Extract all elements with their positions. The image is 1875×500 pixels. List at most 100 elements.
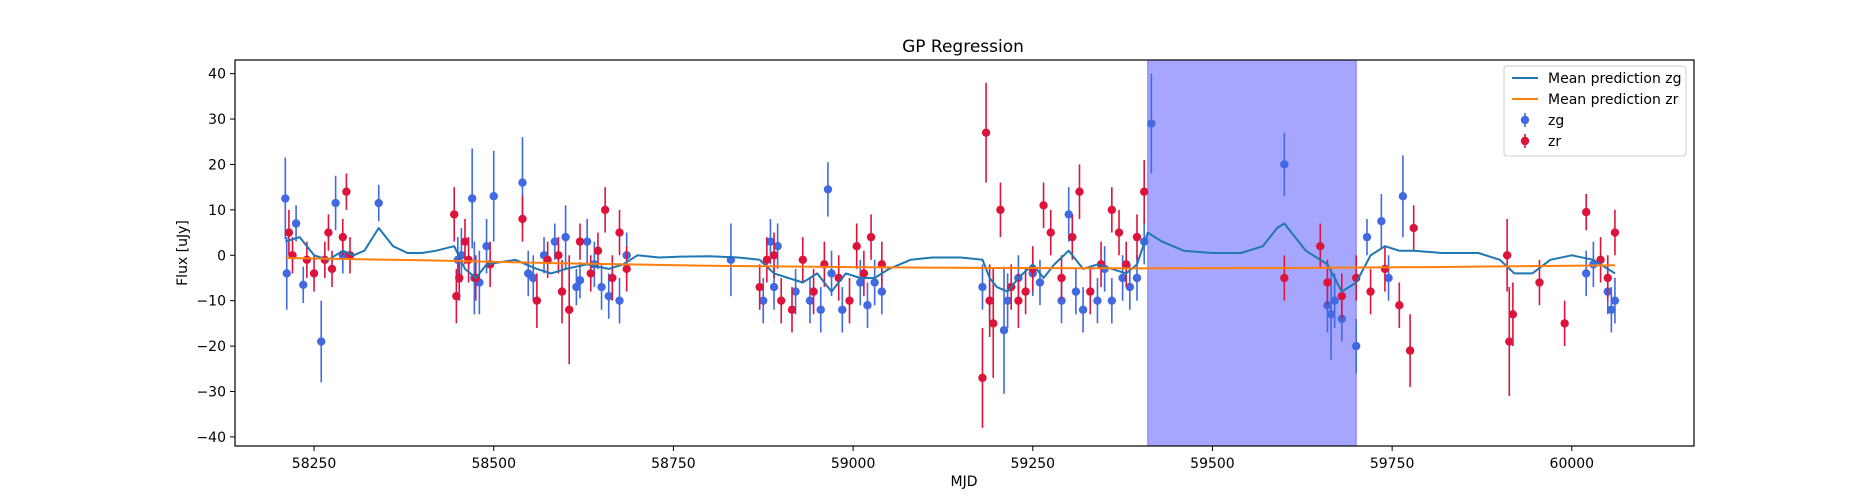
data-point (1603, 273, 1612, 283)
data-point (1610, 228, 1620, 237)
data-point (1280, 160, 1289, 169)
data-point (1086, 287, 1095, 296)
data-point (615, 228, 624, 237)
data-point (604, 291, 613, 301)
data-point (1380, 264, 1390, 274)
data-point (1405, 346, 1415, 355)
y-tick-label: 40 (208, 67, 226, 83)
data-point (999, 326, 1009, 335)
series-zr-points (284, 82, 1620, 428)
data-point (1118, 273, 1127, 283)
data-point (1505, 337, 1514, 346)
data-point (586, 269, 595, 278)
data-point (299, 280, 308, 289)
y-axis-label: Flux [uJy] (175, 220, 191, 286)
data-point (489, 192, 498, 201)
data-point (989, 319, 998, 328)
data-point (759, 296, 768, 305)
data-point (518, 178, 527, 187)
data-point (1362, 232, 1372, 242)
highlight-span (1147, 60, 1357, 446)
data-point (572, 282, 581, 292)
data-point (575, 276, 585, 285)
data-point (762, 255, 772, 265)
data-point (1610, 296, 1620, 305)
data-point (856, 278, 865, 287)
data-point (374, 198, 383, 208)
data-point (550, 237, 560, 246)
data-point (529, 273, 538, 283)
data-point (1046, 228, 1055, 237)
data-point (827, 269, 836, 278)
data-point (1581, 207, 1591, 217)
data-point (978, 373, 987, 383)
data-point (1280, 273, 1289, 283)
data-point (1132, 273, 1142, 283)
data-point (597, 282, 606, 292)
data-point (482, 241, 491, 251)
data-point (791, 287, 800, 296)
data-point (450, 210, 459, 219)
data-point (1409, 223, 1418, 233)
data-point (852, 241, 861, 251)
data-point (532, 296, 542, 305)
data-point (769, 251, 779, 260)
axes-frame (234, 59, 1695, 447)
data-point (1147, 119, 1156, 128)
data-point (557, 287, 567, 296)
data-point (1068, 232, 1077, 242)
data-point (291, 219, 301, 228)
data-point (309, 269, 319, 278)
data-point (766, 237, 775, 246)
x-tick-label: 59750 (1370, 456, 1415, 472)
data-point (978, 282, 987, 292)
data-point (809, 287, 818, 296)
data-point (1003, 296, 1012, 305)
data-point (1366, 287, 1375, 296)
data-point (1352, 341, 1361, 351)
legend-entry-label: Mean prediction zg (1548, 71, 1682, 87)
legend-point-swatch (1520, 115, 1530, 125)
x-tick-label: 60000 (1550, 456, 1595, 472)
data-point (565, 305, 574, 314)
y-tick-label: −10 (196, 294, 226, 310)
x-tick-label: 59250 (1011, 456, 1056, 472)
data-point (543, 255, 552, 265)
data-point (845, 296, 854, 305)
data-point (467, 194, 477, 203)
data-point (859, 269, 869, 278)
data-point (787, 305, 797, 314)
series-line (285, 222, 1616, 293)
data-point (769, 282, 779, 292)
y-axis-ticks: −40 −30 −20 −10 0 10 20 30 40 (196, 67, 235, 446)
chart-title: GP Regression (902, 37, 1024, 57)
data-point (1132, 232, 1142, 242)
data-point (518, 214, 527, 224)
x-axis-ticks: 58250 58500 58750 59000 59250 59500 59750 60000 (292, 446, 1594, 472)
data-point (302, 255, 312, 265)
data-point (1114, 228, 1124, 237)
series-line (285, 257, 1615, 270)
data-point (1395, 301, 1404, 310)
data-point (1107, 205, 1117, 215)
data-point (805, 296, 815, 305)
data-point (755, 282, 764, 292)
data-point (1107, 296, 1117, 305)
data-point (1323, 278, 1332, 287)
y-tick-label: −40 (196, 430, 226, 446)
x-tick-label: 59000 (831, 456, 876, 472)
data-point (866, 232, 876, 242)
data-point (615, 296, 624, 305)
y-tick-label: −30 (196, 385, 226, 401)
y-tick-label: 10 (208, 203, 226, 219)
plot-area (281, 60, 1620, 446)
y-tick-label: −20 (196, 339, 226, 355)
data-point (1330, 296, 1339, 305)
data-point (1384, 273, 1393, 283)
data-point (1057, 273, 1066, 283)
data-point (981, 128, 991, 137)
data-point (460, 237, 470, 246)
data-point (455, 273, 464, 283)
legend-point-swatch (1520, 136, 1530, 146)
